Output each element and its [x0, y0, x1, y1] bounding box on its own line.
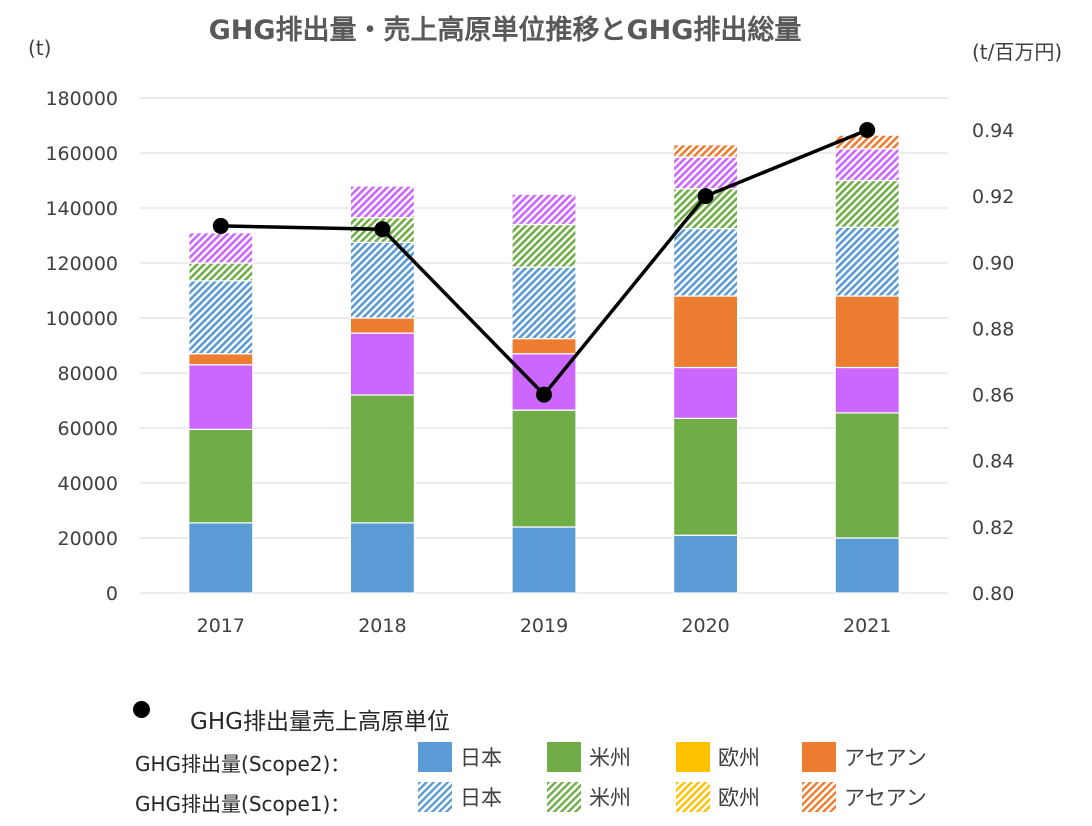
left-tick-label: 140000: [45, 198, 118, 220]
bar-segment: [511, 526, 577, 594]
legend-item-label: 米州: [589, 786, 631, 810]
bar-segment: [349, 332, 415, 396]
bar-segment: [511, 223, 577, 268]
legend-item-label: 日本: [460, 786, 502, 810]
right-tick-label: 0.92: [972, 186, 1014, 208]
right-tick-label: 0.94: [972, 120, 1014, 142]
bar-segment: [349, 241, 415, 319]
legend-item: 米州: [547, 742, 631, 772]
legend-swatch: [676, 782, 710, 812]
bar-segment: [188, 522, 254, 594]
x-tick-label: 2017: [197, 615, 245, 637]
legend-item-label: アセアン: [844, 746, 927, 770]
legend-item: 米州: [547, 782, 631, 812]
bar-segment: [672, 295, 739, 369]
bar-segment: [834, 295, 900, 369]
legend-swatch: [802, 782, 836, 812]
legend-item: アセアン: [802, 742, 927, 772]
chart-title: GHG排出量・売上高原単位推移とGHG排出総量: [208, 15, 802, 46]
legend-item: 日本: [418, 782, 502, 812]
bar-segment: [672, 417, 739, 536]
legend-item-label: 米州: [589, 746, 631, 770]
left-axis-unit: (t): [28, 36, 52, 60]
left-tick-label: 20000: [58, 528, 118, 550]
left-tick-label: 100000: [45, 308, 118, 330]
intensity-point: [536, 386, 552, 403]
bar-segment: [188, 364, 254, 430]
left-tick-label: 80000: [58, 363, 118, 385]
intensity-point: [374, 221, 391, 238]
bar-segment: [188, 262, 254, 282]
bar-segment: [672, 228, 739, 297]
bar-segment: [349, 522, 415, 594]
bar-segment: [672, 144, 739, 158]
bar-segment: [834, 412, 900, 539]
bar-segment: [672, 366, 739, 419]
intensity-point: [859, 122, 876, 138]
legend-scope1-label: GHG排出量(Scope1)：: [135, 792, 351, 816]
bar-segment: [511, 266, 577, 340]
legend-item: 欧州: [676, 742, 760, 772]
left-tick-label: 60000: [58, 418, 118, 440]
legend-line-label: GHG排出量売上高原単位: [190, 709, 450, 735]
legend-scope2-label: GHG排出量(Scope2)：: [135, 752, 351, 776]
x-tick-label: 2020: [681, 615, 729, 637]
x-tick-label: 2018: [358, 615, 406, 637]
bar-segment: [188, 232, 254, 264]
legend-item: アセアン: [802, 782, 927, 812]
bar-segment: [349, 317, 415, 334]
right-tick-label: 0.88: [972, 318, 1014, 340]
legend-item-label: 日本: [460, 746, 502, 770]
x-tick-label: 2019: [520, 615, 568, 637]
bar-segment: [672, 534, 739, 594]
bar-segment: [834, 366, 900, 414]
legend-swatch: [547, 742, 581, 772]
bar-segment: [188, 428, 254, 524]
intensity-point: [697, 188, 714, 205]
right-tick-label: 0.90: [972, 252, 1014, 274]
bar-segment: [834, 537, 900, 594]
right-axis-unit: (t/百万円): [972, 40, 1063, 64]
bar-segment: [349, 394, 415, 524]
left-tick-label: 120000: [45, 253, 118, 275]
bar-segment: [834, 179, 900, 228]
left-tick-label: 0: [106, 583, 118, 605]
intensity-point: [212, 217, 229, 234]
bar-segment: [188, 280, 254, 355]
legend-swatch: [802, 742, 836, 772]
bar-segment: [349, 185, 415, 219]
ghg-chart: 0 20000 40000 60000 80000 100000 120000 140000 1…: [45, 88, 1014, 637]
right-tick-label: 0.80: [972, 583, 1014, 605]
right-tick-label: 0.86: [972, 385, 1014, 407]
right-tick-label: 0.82: [972, 517, 1014, 539]
bar-segment: [834, 226, 900, 297]
legend-item-label: アセアン: [844, 786, 927, 810]
right-tick-label: 0.84: [972, 451, 1014, 473]
x-tick-label: 2021: [843, 615, 891, 637]
legend-swatch: [418, 782, 452, 812]
bar-segment: [672, 156, 739, 190]
bar-segment: [511, 338, 577, 355]
left-tick-label: 40000: [58, 473, 118, 495]
legend-swatch: [547, 782, 581, 812]
legend-swatch: [418, 742, 452, 772]
legend-swatch: [676, 742, 710, 772]
bar-segment: [188, 353, 254, 366]
legend-item-label: 欧州: [718, 746, 760, 770]
bar-segment: [511, 193, 577, 226]
bar-segment: [834, 148, 900, 182]
legend-item: 日本: [418, 742, 502, 772]
bar-segment: [511, 409, 577, 528]
left-tick-label: 180000: [45, 88, 118, 110]
left-tick-label: 160000: [45, 143, 118, 165]
legend-item: 欧州: [676, 782, 760, 812]
legend-item-label: 欧州: [718, 786, 760, 810]
legend-line-marker: [133, 701, 150, 718]
